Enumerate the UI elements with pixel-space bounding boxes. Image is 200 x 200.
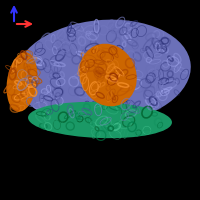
Ellipse shape xyxy=(28,102,172,138)
Ellipse shape xyxy=(79,44,137,106)
Ellipse shape xyxy=(15,20,191,124)
Ellipse shape xyxy=(7,52,37,112)
